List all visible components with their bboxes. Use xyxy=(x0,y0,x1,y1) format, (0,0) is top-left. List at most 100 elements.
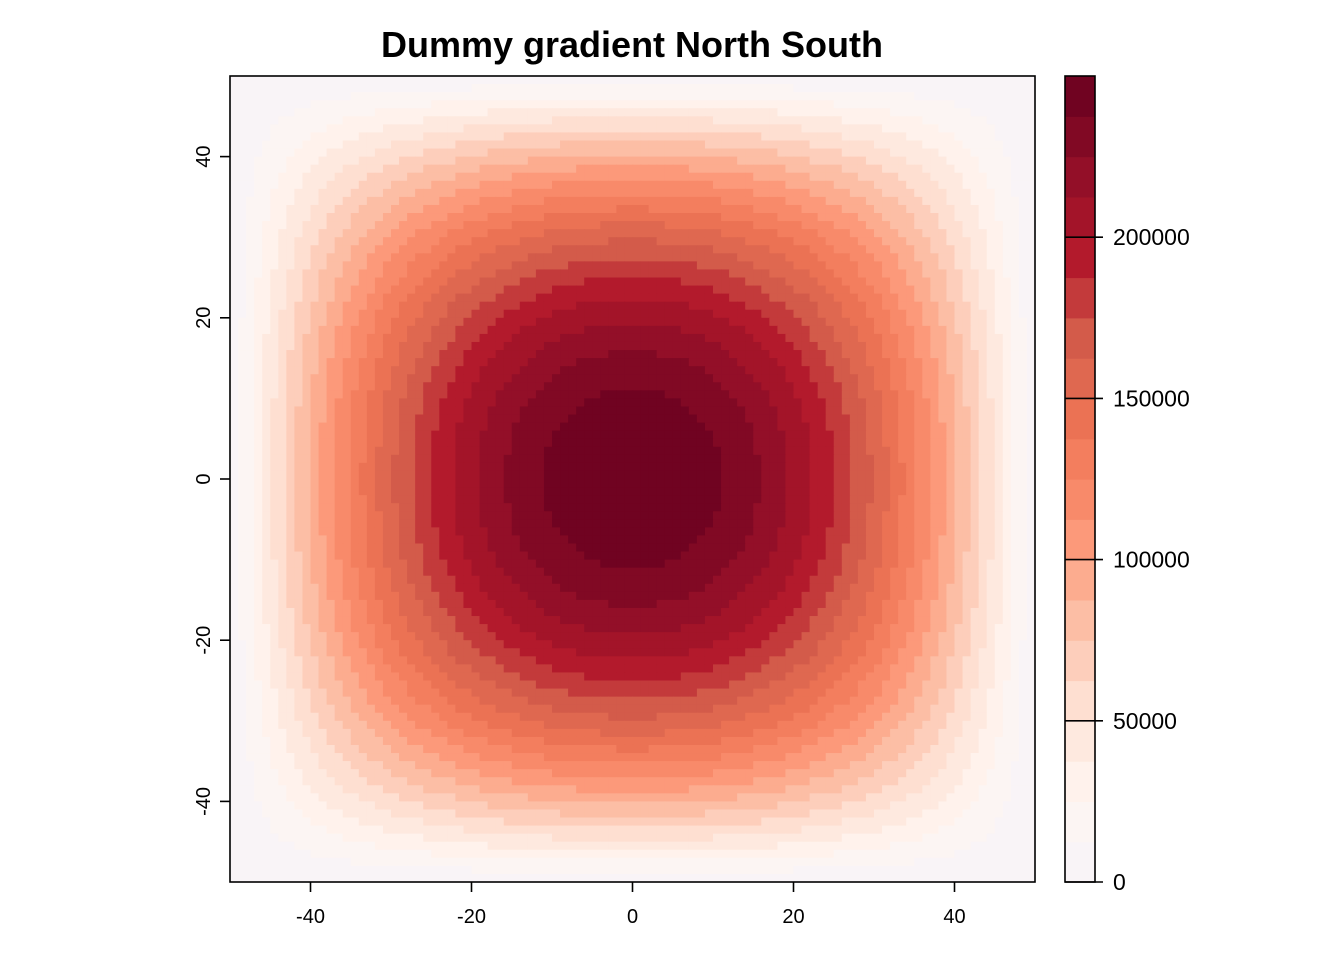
heatmap-cell xyxy=(366,100,376,109)
heatmap-cell xyxy=(592,140,601,150)
heatmap-cell xyxy=(543,196,553,206)
heatmap-cell xyxy=(914,84,923,93)
heatmap-cell xyxy=(246,446,255,456)
heatmap-cell xyxy=(463,422,473,432)
heatmap-cell xyxy=(342,76,352,85)
heatmap-cell xyxy=(648,261,658,271)
heatmap-cell xyxy=(1010,269,1020,279)
heatmap-cell xyxy=(696,366,706,375)
heatmap-cell xyxy=(680,180,690,190)
heatmap-cell xyxy=(922,188,931,198)
heatmap-cell xyxy=(817,140,827,150)
heatmap-cell xyxy=(793,148,803,158)
heatmap-cell xyxy=(801,325,811,335)
heatmap-cell xyxy=(576,140,585,150)
heatmap-cell xyxy=(753,446,762,456)
heatmap-cell xyxy=(318,196,328,206)
heatmap-cell xyxy=(841,374,851,383)
heatmap-cell xyxy=(374,430,384,440)
heatmap-cell xyxy=(230,422,239,432)
heatmap-cell xyxy=(954,350,964,359)
heatmap-cell xyxy=(986,398,996,408)
heatmap-cell xyxy=(938,366,948,375)
heatmap-cell xyxy=(447,124,456,134)
heatmap-cell xyxy=(503,341,513,351)
heatmap-cell xyxy=(938,430,948,440)
heatmap-cell xyxy=(729,350,738,359)
heatmap-cell xyxy=(262,358,271,367)
heatmap-cell xyxy=(318,76,328,85)
heatmap-cell xyxy=(978,414,988,424)
heatmap-cell xyxy=(302,140,312,150)
heatmap-cell xyxy=(262,245,271,254)
heatmap-cell xyxy=(238,100,247,109)
heatmap-cell xyxy=(600,293,609,303)
heatmap-cell xyxy=(391,84,400,93)
heatmap-cell xyxy=(825,366,835,375)
heatmap-cell xyxy=(664,317,674,327)
heatmap-cell xyxy=(1026,341,1036,351)
heatmap-cell xyxy=(793,92,803,101)
heatmap-cell xyxy=(543,438,553,448)
heatmap-cell xyxy=(632,188,642,198)
heatmap-cell xyxy=(656,446,666,456)
heatmap-cell xyxy=(809,188,819,198)
heatmap-cell xyxy=(1026,414,1036,424)
heatmap-cell xyxy=(874,358,883,367)
heatmap-cell xyxy=(986,172,996,182)
heatmap-cell xyxy=(761,237,770,246)
heatmap-cell xyxy=(616,100,626,109)
heatmap-cell xyxy=(745,333,754,343)
heatmap-cell xyxy=(721,140,730,150)
heatmap-cell xyxy=(664,156,674,166)
heatmap-cell xyxy=(785,390,795,399)
heatmap-cell xyxy=(318,285,328,295)
heatmap-cell xyxy=(407,76,416,85)
heatmap-cell xyxy=(294,164,304,174)
heatmap-cell xyxy=(624,229,634,238)
heatmap-cell xyxy=(294,350,304,359)
heatmap-cell xyxy=(890,213,899,222)
heatmap-cell xyxy=(616,132,626,142)
heatmap-cell xyxy=(672,293,682,303)
heatmap-cell xyxy=(761,229,770,238)
heatmap-cell xyxy=(680,245,690,254)
heatmap-cell xyxy=(439,84,448,93)
heatmap-cell xyxy=(1018,454,1028,464)
heatmap-cell xyxy=(439,350,448,359)
heatmap-cell xyxy=(753,84,762,93)
heatmap-cell xyxy=(471,84,481,93)
heatmap-cell xyxy=(785,245,795,254)
heatmap-cell xyxy=(1026,430,1036,440)
heatmap-cell xyxy=(729,374,738,383)
heatmap-cell xyxy=(382,293,392,303)
heatmap-cell xyxy=(729,213,738,222)
heatmap-cell xyxy=(431,382,440,391)
heatmap-cell xyxy=(326,164,336,174)
heatmap-cell xyxy=(1026,358,1036,367)
heatmap-cell xyxy=(632,430,642,440)
heatmap-cell xyxy=(350,172,360,182)
heatmap-cell xyxy=(576,245,585,254)
heatmap-cell xyxy=(640,188,650,198)
heatmap-cell xyxy=(584,148,593,158)
heatmap-cell xyxy=(511,188,521,198)
heatmap-cell xyxy=(399,140,408,150)
heatmap-cell xyxy=(890,293,899,303)
heatmap-cell xyxy=(1026,124,1036,134)
heatmap-cell xyxy=(857,237,867,246)
heatmap-cell xyxy=(342,253,352,262)
heatmap-cell xyxy=(1002,269,1012,279)
heatmap-cell xyxy=(688,156,698,166)
heatmap-cell xyxy=(696,341,706,351)
heatmap-cell xyxy=(745,358,754,367)
heatmap-cell xyxy=(849,325,859,335)
heatmap-cell xyxy=(745,261,754,271)
heatmap-cell xyxy=(608,245,617,254)
heatmap-cell xyxy=(399,277,408,287)
heatmap-cell xyxy=(865,382,875,391)
heatmap-cell xyxy=(560,229,569,238)
heatmap-cell xyxy=(1026,76,1036,85)
heatmap-cell xyxy=(882,213,891,222)
heatmap-cell xyxy=(455,438,465,448)
